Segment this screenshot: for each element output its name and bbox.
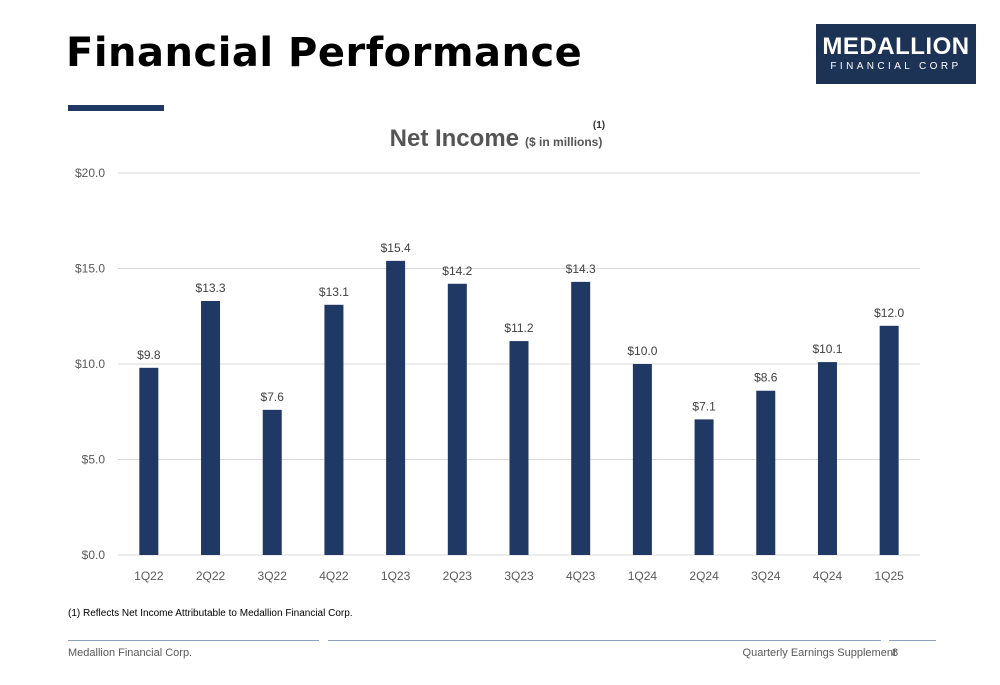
- y-tick-label: $15.0: [75, 262, 105, 276]
- x-tick-label: 3Q22: [258, 569, 288, 583]
- x-tick-label: 4Q23: [566, 569, 596, 583]
- data-label: $10.1: [812, 342, 842, 356]
- logo-wordmark: MEDALLION: [822, 33, 970, 60]
- company-logo: MEDALLION FINANCIAL CORP: [816, 24, 976, 84]
- x-tick-label: 1Q23: [381, 569, 411, 583]
- page-number: 8: [892, 647, 899, 659]
- data-label: $9.8: [137, 348, 161, 362]
- x-tick-label: 2Q24: [689, 569, 719, 583]
- x-tick-label: 3Q24: [751, 569, 781, 583]
- chart-title: Net Income ($ in millions): [390, 125, 603, 152]
- data-label: $15.4: [381, 241, 411, 255]
- y-tick-label: $10.0: [75, 357, 105, 371]
- y-tick-label: $5.0: [82, 453, 106, 467]
- data-label: $14.3: [566, 262, 596, 276]
- x-tick-label: 4Q24: [813, 569, 843, 583]
- footer-company-name: Medallion Financial Corp.: [68, 647, 193, 659]
- x-tick-label: 4Q22: [319, 569, 349, 583]
- net-income-bar-chart: Net Income ($ in millions) (1) $0.0 $5.0 $1…: [75, 120, 920, 583]
- y-axis-tick-labels: $0.0 $5.0 $10.0 $15.0 $20.0: [75, 166, 105, 562]
- chart-title-main: Net Income: [390, 125, 519, 152]
- bar: [262, 409, 282, 555]
- y-tick-label: $20.0: [75, 166, 105, 180]
- bar: [817, 362, 837, 555]
- data-labels: $9.8 $13.3 $7.6 $13.1 $15.4 $14.2 $11.2 $14.3 $1…: [137, 241, 904, 414]
- footer-rule-left: [68, 640, 319, 641]
- x-tick-label: 1Q22: [134, 569, 164, 583]
- data-label: $11.2: [504, 321, 533, 335]
- chart-title-units: ($ in millions): [525, 135, 602, 149]
- x-tick-label: 1Q24: [628, 569, 658, 583]
- bar: [756, 390, 776, 555]
- chart-title-footnote-marker: (1): [593, 120, 605, 131]
- footnote: (1) Reflects Net Income Attributable to …: [68, 608, 353, 619]
- bar: [571, 281, 591, 555]
- y-tick-label: $0.0: [82, 548, 106, 562]
- data-label: $13.1: [319, 285, 349, 299]
- bar: [324, 304, 344, 555]
- x-tick-label: 2Q22: [196, 569, 226, 583]
- x-tick-label: 1Q25: [874, 569, 904, 583]
- footer-rule-right: [889, 640, 936, 641]
- footer-rule-middle: [328, 640, 881, 641]
- bar: [201, 300, 221, 555]
- data-label: $13.3: [196, 281, 226, 295]
- bar: [447, 283, 467, 555]
- x-tick-label: 3Q23: [504, 569, 534, 583]
- logo-subtitle: FINANCIAL CORP: [830, 61, 962, 72]
- data-label: $7.6: [261, 390, 285, 404]
- bar: [139, 367, 159, 555]
- footer-document-name: Quarterly Earnings Supplement: [742, 647, 896, 659]
- bars: [139, 260, 899, 555]
- data-label: $14.2: [442, 264, 472, 278]
- title-underline: [68, 105, 164, 111]
- data-label: $10.0: [627, 344, 657, 358]
- bar: [879, 325, 899, 555]
- bar: [694, 419, 714, 555]
- data-label: $7.1: [692, 399, 716, 413]
- x-axis-tick-labels: 1Q22 2Q22 3Q22 4Q22 1Q23 2Q23 3Q23 4Q23 1Q24 2Q24…: [134, 569, 904, 583]
- data-label: $8.6: [754, 371, 778, 385]
- x-tick-label: 2Q23: [443, 569, 473, 583]
- data-label: $12.0: [874, 306, 904, 320]
- bar: [632, 364, 652, 555]
- bar: [509, 341, 529, 555]
- page-title: Financial Performance: [66, 30, 583, 76]
- bar: [386, 260, 406, 555]
